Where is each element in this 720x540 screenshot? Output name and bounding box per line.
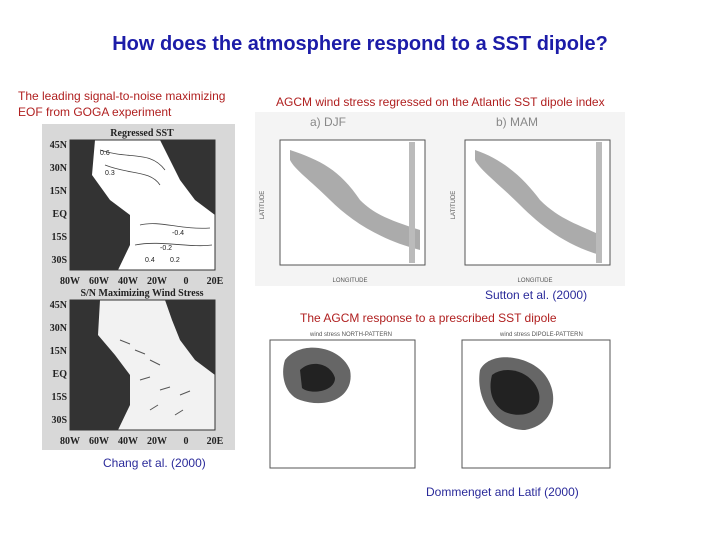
panel-label: wind stress NORTH-PATTERN xyxy=(309,332,392,338)
land xyxy=(165,300,215,375)
wind-vector xyxy=(119,339,191,416)
contour-label: 0.4 xyxy=(145,257,155,264)
lat-label: 30S xyxy=(51,255,67,266)
lon-label: 0 xyxy=(184,276,189,287)
credit: Dommenget and Latif (2000) xyxy=(426,485,579,499)
axis-label: LATITUDE xyxy=(451,191,457,220)
caption: The AGCM response to a prescribed SST di… xyxy=(300,311,557,325)
lon-label: 60W xyxy=(89,436,109,447)
map-title: S/N Maximizing Wind Stress xyxy=(80,288,203,299)
lat-label: 15S xyxy=(51,392,67,403)
shading xyxy=(290,150,420,250)
panel-label: wind stress DIPOLE-PATTERN xyxy=(499,332,583,338)
panel-label: a) DJF xyxy=(310,115,346,129)
lon-label: 60W xyxy=(89,276,109,287)
colorbar xyxy=(409,142,415,263)
slide-title: How does the atmosphere respond to a SST… xyxy=(112,33,608,55)
lon-label: 20E xyxy=(207,436,224,447)
land xyxy=(70,140,130,270)
dipole-pattern-map xyxy=(461,339,611,469)
lat-label: 15S xyxy=(51,232,67,243)
lon-label: 40W xyxy=(118,436,138,447)
colorbar xyxy=(596,142,602,263)
djf-map xyxy=(279,139,426,266)
lon-label: 40W xyxy=(118,276,138,287)
axis-label: LATITUDE xyxy=(260,191,266,220)
lat-label: 30N xyxy=(50,323,68,334)
panel-label: b) MAM xyxy=(496,115,538,129)
wind-map xyxy=(69,299,216,431)
lat-label: 45N xyxy=(50,300,68,311)
contour-label: -0.2 xyxy=(160,245,172,252)
lat-label: 30N xyxy=(50,163,68,174)
contour-label: 0.2 xyxy=(170,257,180,264)
mam-map xyxy=(464,139,611,266)
credit: Chang et al. (2000) xyxy=(103,456,206,470)
contour-label: 0.6 xyxy=(100,150,110,157)
contour-label: -0.4 xyxy=(172,230,184,237)
shading xyxy=(300,363,335,392)
shading xyxy=(490,370,540,415)
credit: Sutton et al. (2000) xyxy=(485,288,587,302)
lon-label: 20W xyxy=(147,436,167,447)
lon-label: 20E xyxy=(207,276,224,287)
caption: AGCM wind stress regressed on the Atlant… xyxy=(276,95,605,109)
land xyxy=(160,140,215,215)
lat-label: 45N xyxy=(50,140,68,151)
lon-label: 20W xyxy=(147,276,167,287)
lat-label: 15N xyxy=(50,186,68,197)
north-pattern-map xyxy=(269,339,416,469)
lon-label: 0 xyxy=(184,436,189,447)
contour xyxy=(99,149,213,247)
lat-label: 30S xyxy=(51,415,67,426)
lon-label: 80W xyxy=(60,436,80,447)
shading xyxy=(475,150,600,255)
lat-label: EQ xyxy=(53,209,68,220)
caption-line: The leading signal-to-noise maximizing xyxy=(18,89,225,103)
contour-label: 0.3 xyxy=(105,170,115,177)
caption-line: EOF from GOGA experiment xyxy=(18,105,172,119)
lon-label: 80W xyxy=(60,276,80,287)
axis-label: LONGITUDE xyxy=(517,278,552,284)
sst-map xyxy=(69,139,216,271)
lat-label: 15N xyxy=(50,346,68,357)
map-title: Regressed SST xyxy=(110,128,174,139)
lat-label: EQ xyxy=(53,369,68,380)
land xyxy=(70,300,130,430)
axis-label: LONGITUDE xyxy=(332,278,367,284)
